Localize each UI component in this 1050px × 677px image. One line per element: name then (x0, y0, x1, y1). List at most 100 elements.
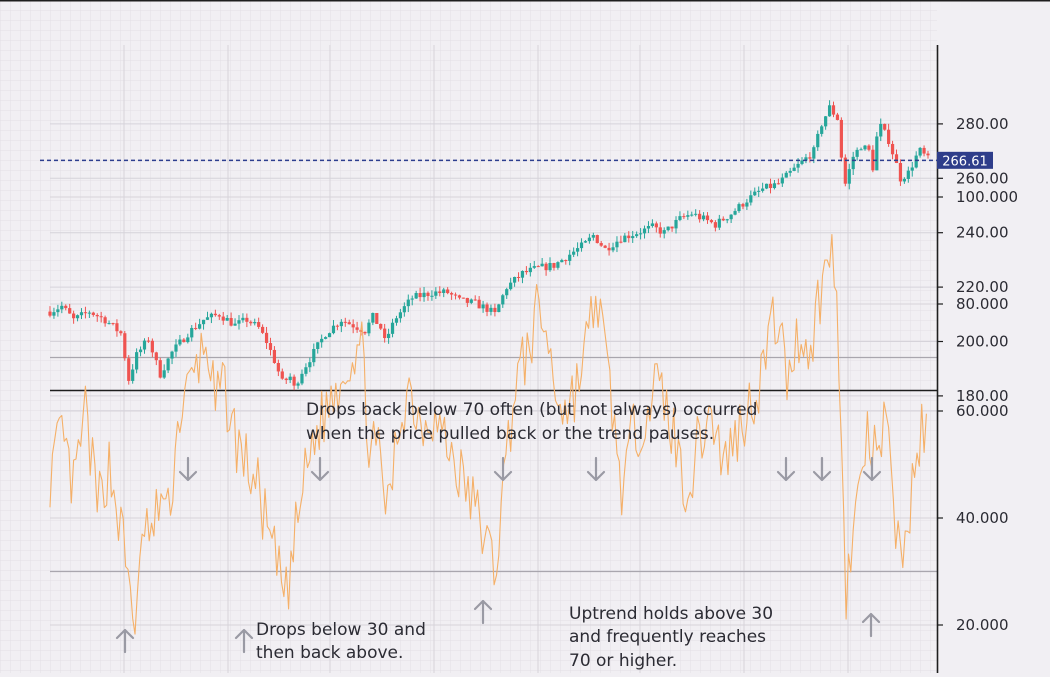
candle (780, 173, 784, 187)
candle (142, 338, 147, 354)
candle (72, 310, 76, 324)
candle (709, 219, 714, 224)
candle-body (784, 172, 788, 178)
price-tick-label-4: 260.00 (956, 169, 1009, 187)
candle-body (863, 145, 867, 150)
candle-body (418, 293, 422, 298)
candle (591, 232, 595, 241)
candle-body (284, 378, 288, 381)
candle-body (335, 325, 340, 327)
candle-body (532, 266, 536, 268)
candle-body (414, 293, 418, 299)
candle-body (709, 220, 714, 223)
candle (564, 259, 568, 265)
candle (757, 186, 761, 197)
candle (461, 297, 466, 299)
candle-body (280, 371, 284, 379)
candle (516, 272, 521, 282)
candle (575, 242, 580, 257)
candle (127, 355, 131, 385)
candle-body (835, 114, 840, 120)
candle-body (300, 373, 304, 384)
candle-body (788, 170, 792, 173)
candle-body (536, 266, 540, 268)
candle (587, 233, 591, 244)
candle-body (449, 293, 454, 295)
minor-grid (0, 0, 937, 673)
candle-body (186, 337, 190, 343)
candle-body (453, 294, 458, 296)
candle (304, 363, 308, 377)
candle (264, 326, 269, 349)
candle-body (166, 358, 170, 371)
candle (347, 319, 351, 325)
candle (426, 291, 430, 301)
candle (686, 210, 690, 220)
candle-body (678, 216, 682, 220)
candle-body (257, 322, 261, 327)
candle (351, 319, 355, 334)
candle (174, 339, 178, 357)
candle-body (111, 323, 115, 325)
candle-body (343, 321, 347, 323)
candle-body (753, 191, 757, 196)
candle (237, 315, 241, 330)
candle-body (595, 235, 599, 244)
candle (635, 231, 639, 238)
candle (343, 317, 347, 327)
down-arrow-icon (776, 456, 796, 482)
candle (339, 319, 343, 333)
candle (449, 291, 454, 300)
candle (642, 225, 647, 239)
candle-body (209, 313, 214, 318)
candle-body (68, 308, 72, 314)
candle-body (339, 321, 343, 327)
candle-body (579, 242, 584, 249)
candle-body (103, 317, 107, 324)
candle (367, 319, 371, 337)
candle (316, 342, 320, 354)
candle (209, 312, 214, 324)
candle-body (131, 369, 135, 381)
candle-body (115, 323, 119, 332)
candle-body (824, 116, 828, 127)
price-axis-ticks: 180.00 200.00 220.00 240.00 260.00 280.00 (937, 115, 1009, 405)
candle (883, 123, 887, 131)
candle-body (839, 119, 843, 158)
candle (910, 161, 914, 177)
candle-body (761, 188, 765, 191)
candle (800, 157, 804, 166)
candle (115, 319, 119, 337)
candle (320, 334, 324, 348)
candle (473, 295, 477, 301)
candle-body (233, 323, 237, 326)
candle-body (442, 289, 446, 294)
candle (926, 150, 930, 159)
candle (422, 287, 426, 302)
candle (477, 296, 481, 309)
candle (146, 337, 151, 343)
candle (410, 295, 414, 306)
candle (99, 311, 103, 323)
candle (871, 145, 875, 173)
candle-body (867, 145, 871, 150)
candle (52, 307, 56, 319)
candle-body (890, 143, 895, 155)
candle-body (264, 332, 269, 344)
candle (327, 332, 332, 338)
candle (658, 222, 662, 238)
candle-body (560, 260, 564, 263)
up-arrow-icon (473, 599, 493, 625)
candle (599, 240, 603, 247)
candle-body (473, 299, 477, 301)
candle (867, 144, 871, 152)
candle (331, 320, 336, 335)
candle-body (331, 325, 336, 334)
candle (292, 374, 296, 391)
candle-body (99, 316, 103, 318)
candle (272, 346, 277, 364)
candle (816, 130, 820, 151)
up-arrow-icon-shape (473, 599, 493, 625)
rsi-tick-label-1: 40.000 (956, 509, 1009, 527)
